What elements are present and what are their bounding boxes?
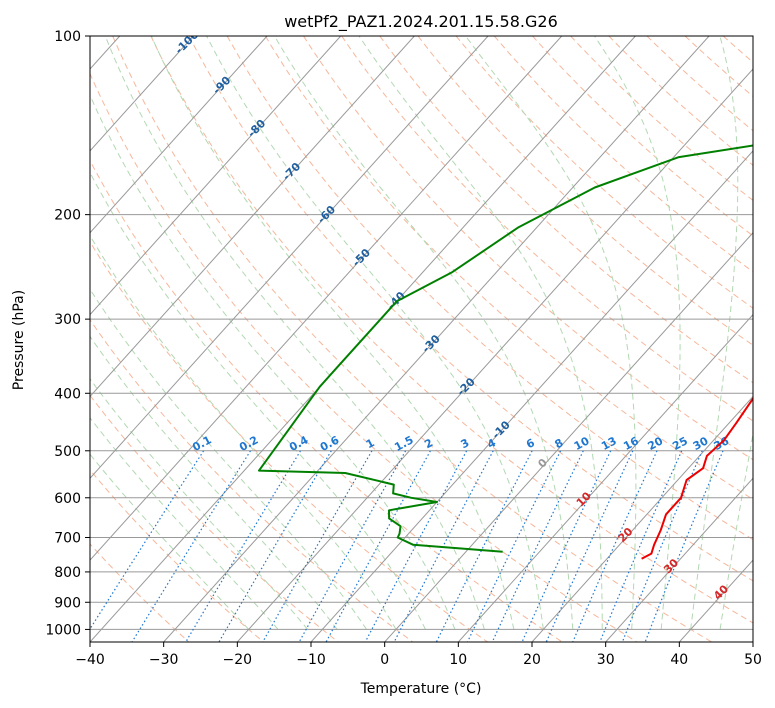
- dry-adiabat: [226, 36, 753, 541]
- moist-adiabat: [594, 36, 681, 630]
- isotherm-line: [605, 477, 753, 642]
- mixing-ratio-line: [621, 450, 703, 642]
- isotherm-line: [90, 36, 194, 152]
- isotherm-line: [457, 313, 753, 642]
- moist-adiabat: [90, 94, 456, 630]
- moist-adiabat: [104, 36, 485, 630]
- dry-adiabat: [188, 36, 753, 582]
- isotherm-line: [310, 150, 753, 642]
- moist-adiabat: [206, 36, 544, 630]
- x-tick-label: 10: [449, 652, 467, 668]
- mixing-ratio-label: 30: [691, 434, 711, 453]
- dry-adiabat: [570, 36, 753, 201]
- y-tick-label: 100: [54, 29, 81, 45]
- dry-adiabat: [150, 36, 753, 624]
- y-tick-label: 200: [54, 208, 81, 224]
- y-tick-label: 400: [54, 386, 81, 402]
- dry-adiabat: [90, 318, 414, 642]
- x-tick-label: −20: [223, 652, 253, 668]
- isotherm-line: [90, 36, 489, 480]
- mixing-ratio-label: 25: [670, 434, 690, 453]
- background-lines: [90, 36, 753, 642]
- moist-adiabat: [719, 431, 753, 630]
- x-tick-label: −40: [75, 652, 105, 668]
- mixing-ratio-line: [599, 450, 683, 642]
- moist-adiabat: [90, 234, 397, 630]
- temperature-line: [641, 396, 753, 560]
- y-tick-label: 600: [54, 491, 81, 507]
- y-tick-label: 500: [54, 444, 81, 460]
- sounding-profiles: [258, 144, 753, 560]
- mixing-ratio-line: [393, 450, 494, 642]
- dry-adiabat: [264, 36, 753, 500]
- mixing-ratio-line: [131, 450, 252, 642]
- chart-title: wetPf2_PAZ1.2024.201.15.58.G26: [284, 12, 558, 32]
- dewpoint-line: [258, 144, 753, 553]
- dry-adiabat: [417, 36, 753, 346]
- x-tick-label: −10: [296, 652, 326, 668]
- mixing-ratio-label: 16: [621, 434, 641, 453]
- y-tick-label: 700: [54, 531, 81, 547]
- x-axis-title: Temperature (°C): [360, 681, 482, 697]
- dry-adiabat: [112, 36, 712, 642]
- dry-adiabat: [90, 72, 638, 642]
- y-axis-title: Pressure (hPa): [11, 290, 27, 390]
- moist-adiabat: [90, 171, 426, 630]
- isotherm-line: [90, 36, 342, 316]
- x-tick-label: 0: [380, 652, 389, 668]
- mixing-ratio-line: [491, 450, 584, 642]
- mixing-ratio-line: [185, 450, 302, 642]
- mixing-ratio-line: [262, 450, 373, 642]
- mixing-ratio-line: [466, 450, 562, 642]
- moist-adiabat: [358, 36, 603, 630]
- x-tick-label: 20: [523, 652, 541, 668]
- y-tick-label: 800: [54, 565, 81, 581]
- y-tick-label: 900: [54, 595, 81, 611]
- axis-ticks: −40 −30 −20 −10 0 10 20 30 40 50 100 200 300 400 500 60…: [45, 29, 762, 668]
- y-tick-label: 300: [54, 312, 81, 328]
- plot-frame: [89, 35, 754, 643]
- mixing-ratio-line: [218, 450, 332, 642]
- dry-adiabat: [90, 159, 563, 642]
- x-tick-label: 30: [597, 652, 615, 668]
- isotherm-line: [90, 36, 415, 398]
- mixing-ratio-label: 13: [599, 434, 619, 453]
- isotherm-line: [163, 36, 710, 642]
- mixing-ratio-line: [572, 450, 658, 642]
- mixing-ratio-label: 20: [646, 434, 666, 453]
- moist-adiabat: [90, 288, 367, 630]
- mixing-ratio-line: [545, 450, 634, 642]
- moist-adiabat: [90, 377, 308, 630]
- isotherm-line: [90, 36, 268, 234]
- mixing-ratio-line: [364, 450, 468, 642]
- isotherm-line: [384, 231, 753, 642]
- mixing-ratio-line: [644, 450, 724, 642]
- dry-adiabat: [90, 240, 488, 642]
- dry-adiabat: [90, 469, 264, 642]
- dry-adiabat: [379, 36, 753, 384]
- moist-adiabat: [274, 36, 574, 630]
- moist-adiabat: [90, 335, 338, 630]
- isotherm-line: [531, 395, 753, 642]
- y-tick-label: 1000: [45, 622, 81, 638]
- moist-adiabat: [690, 36, 739, 630]
- x-tick-label: 50: [744, 652, 762, 668]
- dry-adiabat: [532, 36, 753, 237]
- moist-adiabat: [465, 36, 637, 630]
- isotherm-line: [236, 68, 753, 642]
- dry-adiabat: [341, 36, 753, 422]
- x-tick-label: 40: [670, 652, 688, 668]
- moist-adiabat: [150, 36, 515, 630]
- isotherm-line: [90, 36, 563, 561]
- mixing-ratio-line: [325, 450, 431, 642]
- mixing-ratio-line: [90, 450, 205, 631]
- mixing-ratio-label: 10: [572, 434, 592, 453]
- x-tick-label: −30: [149, 652, 179, 668]
